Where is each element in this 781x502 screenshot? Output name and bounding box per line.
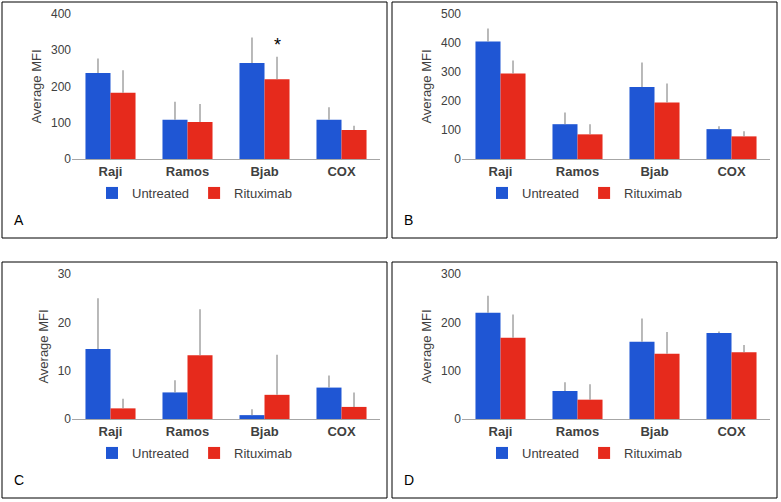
svg-text:20: 20 — [58, 316, 72, 330]
svg-text:Raji: Raji — [99, 164, 123, 179]
svg-text:0: 0 — [454, 152, 461, 166]
svg-text:A: A — [14, 212, 24, 228]
svg-text:Untreated: Untreated — [522, 446, 579, 461]
svg-text:30: 30 — [58, 267, 72, 281]
svg-text:Ramos: Ramos — [166, 164, 209, 179]
svg-text:COX: COX — [717, 164, 746, 179]
svg-text:100: 100 — [51, 116, 71, 130]
svg-text:Average MFI: Average MFI — [29, 49, 44, 123]
svg-text:200: 200 — [441, 316, 461, 330]
svg-text:C: C — [14, 472, 24, 488]
svg-text:Bjab: Bjab — [250, 424, 278, 439]
svg-text:Average MFI: Average MFI — [419, 309, 434, 383]
svg-text:Untreated: Untreated — [132, 446, 189, 461]
svg-text:Average MFI: Average MFI — [36, 309, 51, 383]
svg-text:Raji: Raji — [99, 424, 123, 439]
svg-text:400: 400 — [51, 7, 71, 21]
svg-text:300: 300 — [51, 43, 71, 57]
svg-text:200: 200 — [51, 80, 71, 94]
svg-text:10: 10 — [58, 364, 72, 378]
svg-text:Rituximab: Rituximab — [234, 186, 292, 201]
svg-text:200: 200 — [441, 94, 461, 108]
svg-text:Raji: Raji — [489, 424, 513, 439]
svg-text:D: D — [404, 472, 414, 488]
svg-text:300: 300 — [441, 267, 461, 281]
svg-text:Bjab: Bjab — [640, 164, 668, 179]
svg-text:Untreated: Untreated — [522, 186, 579, 201]
svg-text:*: * — [274, 35, 281, 55]
svg-text:COX: COX — [327, 164, 356, 179]
svg-text:Untreated: Untreated — [132, 186, 189, 201]
svg-text:Ramos: Ramos — [556, 424, 599, 439]
svg-text:400: 400 — [441, 36, 461, 50]
svg-text:COX: COX — [717, 424, 746, 439]
svg-text:Average MFI: Average MFI — [419, 49, 434, 123]
svg-text:Bjab: Bjab — [250, 164, 278, 179]
svg-text:Bjab: Bjab — [640, 424, 668, 439]
svg-text:B: B — [404, 212, 413, 228]
svg-text:Rituximab: Rituximab — [234, 446, 292, 461]
svg-text:Rituximab: Rituximab — [624, 446, 682, 461]
svg-text:Rituximab: Rituximab — [624, 186, 682, 201]
svg-text:300: 300 — [441, 65, 461, 79]
svg-text:Ramos: Ramos — [556, 164, 599, 179]
svg-text:100: 100 — [441, 123, 461, 137]
svg-text:500: 500 — [441, 7, 461, 21]
svg-text:COX: COX — [327, 424, 356, 439]
svg-text:100: 100 — [441, 364, 461, 378]
svg-text:0: 0 — [454, 412, 461, 426]
svg-text:0: 0 — [64, 152, 71, 166]
svg-text:Raji: Raji — [489, 164, 513, 179]
svg-text:Ramos: Ramos — [166, 424, 209, 439]
svg-text:0: 0 — [64, 412, 71, 426]
